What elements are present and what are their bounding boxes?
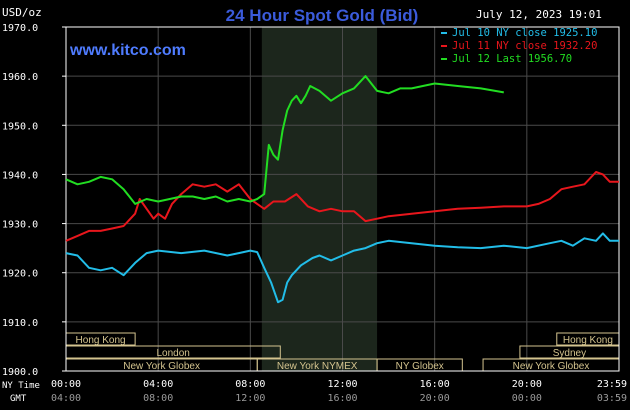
x-tick-label-gmt: 08:00 [143,393,173,404]
session-label: New York NYMEX [277,361,358,372]
y-tick-label: 1920.0 [2,269,38,280]
price-series [65,75,619,304]
x-tick-label-gmt: 12:00 [235,393,265,404]
y-tick-label: 1970.0 [2,23,38,34]
session-label: London [156,348,189,359]
x-tick-label-gmt: 04:00 [51,393,81,404]
y-tick-label: 1910.0 [2,318,38,329]
nymex-hours-band [261,27,378,371]
session-label: New York Globex [513,361,590,372]
chart-title: 24 Hour Spot Gold (Bid) [226,6,419,25]
x-tick-label-ny: 20:00 [512,379,542,390]
x-tick-label-gmt: 03:59 [597,393,627,404]
y-tick-label: 1930.0 [2,220,38,231]
plot-frame [65,26,620,372]
x-axis-ticks: 00:00 04:00 08:00 12:00 16:00 20:00 23:59 04:00… [51,379,627,404]
x-tick-label-ny: 00:00 [51,379,81,390]
ny-time-label: NY Time [2,381,40,391]
session-label: Hong Kong [76,335,126,346]
x-tick-label-gmt: 20:00 [420,393,450,404]
unit-label: USD/oz [2,6,42,19]
site-link[interactable]: www.kitco.com [69,42,186,59]
x-tick-label-ny: 16:00 [420,379,450,390]
session-label: New York Globex [123,361,200,372]
y-tick-label: 1900.0 [2,367,38,378]
x-tick-label-ny: 23:59 [597,379,627,390]
x-tick-label-ny: 12:00 [327,379,357,390]
legend-entry-jul10: Jul 10 NY close 1925.10 [452,27,597,39]
y-tick-label: 1950.0 [2,121,38,132]
y-axis-ticks: 1970.0 1960.0 1950.0 1940.0 1930.0 1920.0 1910… [2,23,66,378]
y-tick-label: 1940.0 [2,170,38,181]
x-tick-label-gmt: 16:00 [327,393,357,404]
legend-entry-jul12: Jul 12 Last 1956.70 [452,53,572,65]
x-tick-label-ny: 04:00 [143,379,173,390]
y-tick-label: 1960.0 [2,72,38,83]
series-line-jul11 [65,171,619,242]
x-tick-label-gmt: 00:00 [512,393,542,404]
session-label: NY Globex [396,361,444,372]
legend-entry-jul11: Jul 11 NY close 1932.20 [452,40,597,52]
session-label: Sydney [553,348,586,359]
gmt-label: GMT [10,394,27,404]
session-label: Hong Kong [563,335,613,346]
chart-date: July 12, 2023 19:01 [476,8,602,21]
series-line-jul12 [65,75,504,205]
x-tick-label-ny: 08:00 [235,379,265,390]
series-line-jul10 [65,232,619,304]
